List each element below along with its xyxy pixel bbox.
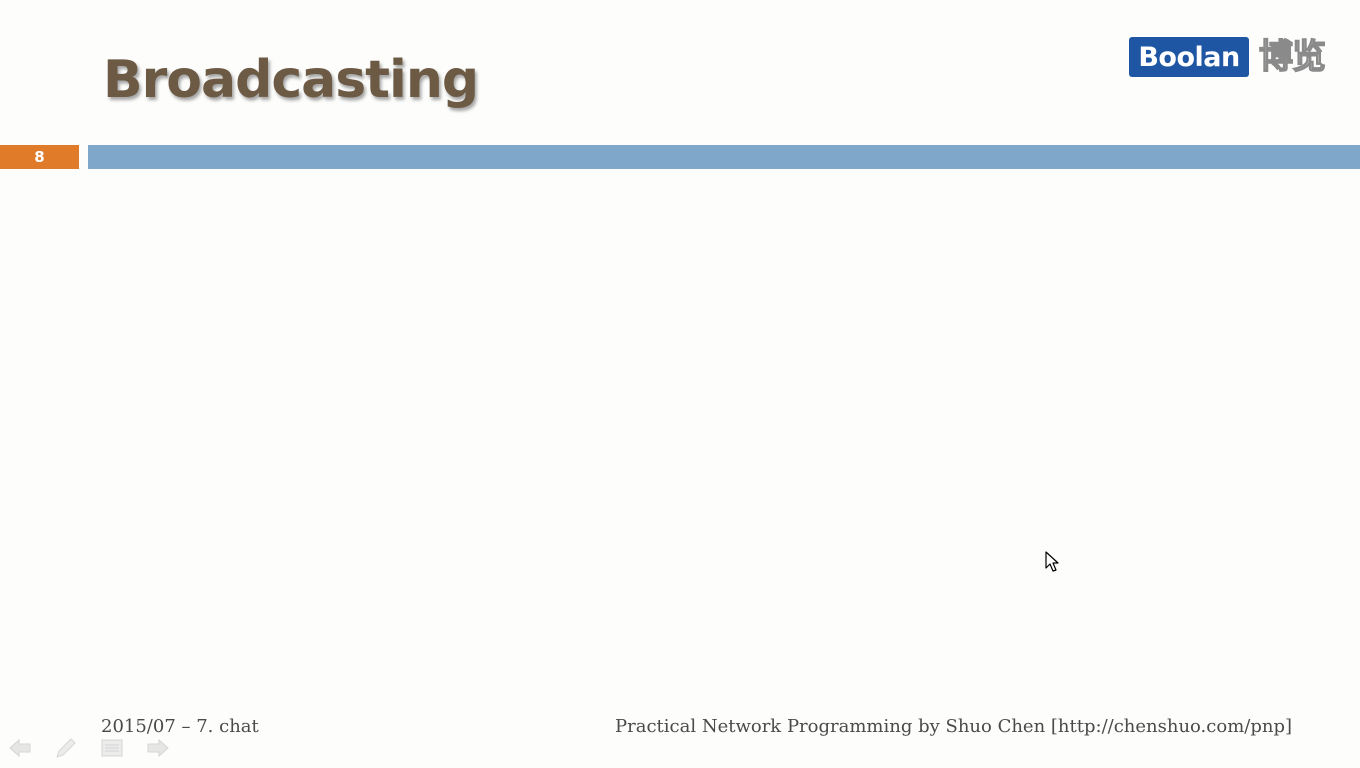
slide-title: Broadcasting (103, 50, 479, 110)
slideshow-controls (8, 736, 170, 760)
title-rule (88, 145, 1360, 169)
previous-slide-button[interactable] (8, 736, 32, 760)
slide-number: 8 (0, 145, 79, 169)
brand-logo: Boolan 博览 (1129, 36, 1327, 78)
next-slide-button[interactable] (146, 736, 170, 760)
slide-menu-button[interactable] (100, 736, 124, 760)
pen-tool-button[interactable] (54, 736, 78, 760)
pen-icon (56, 738, 76, 758)
mouse-cursor-icon (1045, 551, 1059, 572)
previous-arrow-icon (9, 738, 31, 758)
footer-course-credit: Practical Network Programming by Shuo Ch… (615, 716, 1292, 737)
next-arrow-icon (147, 738, 169, 758)
brand-chinese-name: 博览 (1258, 36, 1326, 77)
menu-icon (101, 739, 123, 757)
brand-name: Boolan (1129, 37, 1249, 77)
footer-date-topic: 2015/07 – 7. chat (101, 716, 259, 737)
